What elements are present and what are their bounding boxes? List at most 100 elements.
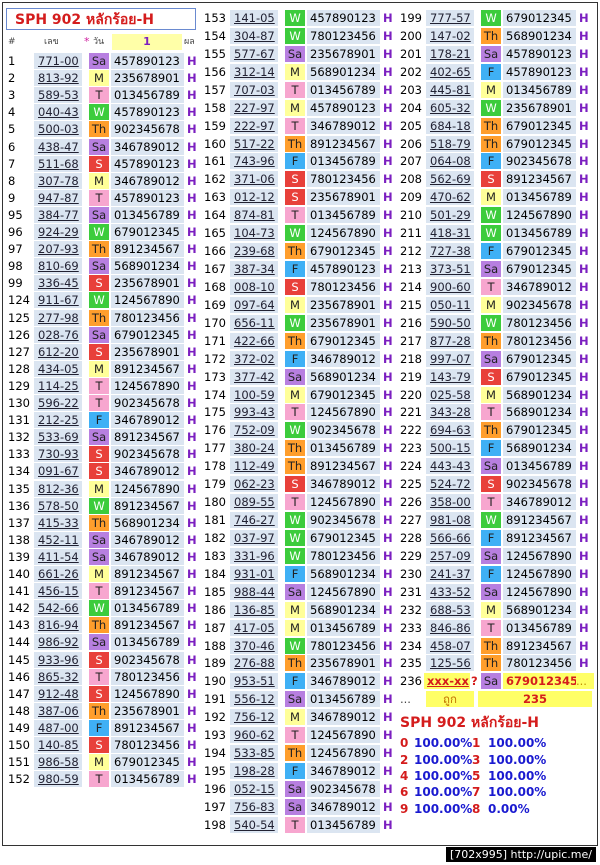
code: 387-34: [230, 261, 278, 278]
row-number: 188: [204, 638, 226, 653]
stat-digit: 5: [472, 768, 481, 783]
day: M: [481, 189, 501, 206]
row-number: 213: [400, 262, 422, 277]
code: 931-01: [230, 565, 278, 582]
header-cell: ผล: [184, 37, 195, 47]
digits: 346789012: [307, 350, 380, 367]
code: 986-58: [34, 754, 82, 771]
result: H: [579, 46, 589, 61]
digits: 891234567: [307, 458, 380, 475]
day: T: [89, 771, 109, 788]
row-number: 200: [400, 28, 422, 43]
result: H: [383, 46, 393, 61]
row-number: 165: [204, 226, 226, 241]
day: S: [89, 275, 109, 292]
result: H: [579, 369, 589, 384]
day: T: [89, 189, 109, 206]
result: H: [187, 618, 197, 633]
result: H: [383, 817, 393, 832]
code: 373-51: [426, 261, 474, 278]
row-number: 229: [400, 548, 422, 563]
digits: 891234567: [111, 566, 184, 582]
digits: 780123456: [111, 737, 184, 753]
row-number: 139: [8, 549, 30, 564]
row-number: 178: [204, 459, 226, 474]
code: 136-85: [230, 601, 278, 618]
code: 752-09: [230, 422, 278, 439]
digits: 457890123: [307, 99, 380, 116]
digits: 013456789: [307, 619, 380, 636]
row-number: 199: [400, 11, 422, 25]
digits: 346789012: [503, 494, 576, 511]
code: 052-15: [230, 780, 278, 797]
digits: 013456789: [307, 153, 380, 170]
result: H: [187, 515, 197, 530]
result: H: [187, 567, 197, 581]
day: Sa: [285, 691, 305, 708]
digits: 902345678: [307, 422, 380, 439]
code: 500-15: [426, 440, 474, 457]
row-number: 226: [400, 495, 422, 510]
code: 371-06: [230, 171, 278, 188]
day: S: [481, 171, 501, 188]
row-number: 154: [204, 28, 226, 43]
code: 540-54: [230, 816, 278, 833]
day: S: [89, 651, 109, 668]
day: T: [285, 404, 305, 421]
result: H: [187, 549, 197, 564]
result: H: [187, 635, 197, 650]
day: S: [89, 737, 109, 753]
row-number: 128: [8, 361, 30, 376]
result: H: [187, 532, 197, 547]
digits: 124567890: [111, 685, 184, 702]
result: H: [383, 746, 393, 761]
row-number: 183: [204, 548, 226, 563]
day: Sa: [481, 45, 501, 62]
digits: 780123456: [503, 314, 576, 331]
code: 104-73: [230, 225, 278, 242]
row-number: 148: [8, 703, 30, 718]
row-number: 171: [204, 333, 226, 348]
row-number: 192: [204, 710, 226, 725]
day: Sa: [285, 583, 305, 600]
row-number: 228: [400, 530, 422, 545]
digits: 902345678: [307, 780, 380, 797]
result: H: [579, 136, 589, 151]
result: H: [579, 333, 589, 348]
day: T: [481, 619, 501, 636]
row-number: 137: [8, 515, 30, 530]
row-number: 146: [8, 669, 30, 684]
result: H: [579, 315, 589, 330]
digits: 679012345: [307, 332, 380, 349]
day: W: [285, 547, 305, 564]
result: H: [579, 656, 589, 671]
row-number: 227: [400, 513, 422, 528]
code: 688-53: [426, 601, 474, 618]
row-number: 180: [204, 495, 226, 510]
digits: 902345678: [307, 512, 380, 529]
frame: [2, 2, 598, 846]
digits: 902345678: [111, 395, 184, 411]
code: 443-43: [426, 458, 474, 475]
code: 091-67: [34, 463, 82, 480]
row-number: 166: [204, 244, 226, 259]
day: F: [481, 153, 501, 170]
day: M: [89, 172, 109, 189]
day: Sa: [285, 45, 305, 62]
code: 100-59: [230, 386, 278, 403]
day: M: [481, 386, 501, 403]
result: H: [383, 602, 393, 617]
result: H: [187, 720, 197, 735]
code: 377-42: [230, 368, 278, 385]
stat-value: 100.00%: [414, 801, 473, 816]
day: Th: [285, 440, 305, 457]
code: 562-69: [426, 171, 474, 188]
day: T: [285, 494, 305, 511]
code: 846-86: [426, 619, 474, 636]
result: H: [579, 262, 589, 277]
day: F: [89, 412, 109, 429]
row-number: 157: [204, 82, 226, 97]
code: 953-51: [230, 673, 278, 690]
row-number: 209: [400, 190, 422, 205]
row-number: 222: [400, 423, 422, 438]
